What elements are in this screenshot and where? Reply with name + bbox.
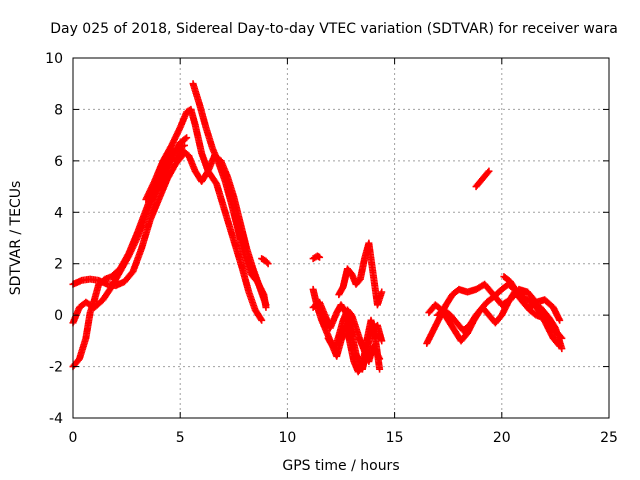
series-arc-6 [172, 147, 270, 309]
y-tick-label: 4 [54, 205, 63, 221]
data-point [557, 333, 565, 341]
x-tick-label: 0 [69, 430, 78, 446]
axis-ticks: 0 5 10 15 20 25 -4 -2 0 2 4 6 8 10 [45, 51, 618, 446]
data-point [258, 316, 266, 324]
data-point [257, 315, 265, 323]
y-tick-label: 2 [54, 257, 63, 273]
data-point [264, 260, 272, 268]
y-tick-label: 8 [54, 102, 63, 118]
data-point [180, 141, 188, 149]
series-arc-3 [69, 141, 188, 371]
data-point [181, 135, 189, 143]
x-tick-label: 25 [600, 430, 618, 446]
data-point [316, 253, 324, 261]
data-point [376, 365, 384, 373]
data-point [378, 288, 386, 296]
series-arc-13 [472, 167, 493, 191]
x-tick-label: 15 [386, 430, 404, 446]
x-tick-label: 10 [278, 430, 296, 446]
y-axis-label: SDTVAR / TECUs [8, 181, 24, 296]
series-arc-8 [309, 252, 324, 263]
data-point [378, 337, 386, 345]
series-arc-12 [324, 316, 384, 376]
series-arc-7 [258, 255, 272, 268]
y-tick-label: 6 [54, 154, 63, 170]
series-arc-1 [69, 152, 186, 290]
data-point [263, 258, 271, 266]
x-tick-label: 5 [176, 430, 185, 446]
y-tick-label: 10 [45, 51, 63, 67]
grid-lines [73, 58, 609, 418]
data-point [558, 334, 566, 342]
x-axis-label: GPS time / hours [282, 458, 399, 474]
data-points [69, 80, 566, 376]
x-tick-label: 20 [493, 430, 511, 446]
data-point [485, 167, 493, 175]
data-point [484, 168, 492, 176]
y-tick-label: 0 [54, 308, 63, 324]
data-point [555, 341, 563, 349]
data-point [556, 316, 564, 324]
series-arc-4 [142, 105, 266, 324]
series-arc-2 [69, 134, 191, 327]
y-tick-label: -2 [49, 360, 63, 376]
chart-title: Day 025 of 2018, Sidereal Day-to-day VTE… [50, 21, 618, 37]
data-point [262, 301, 270, 309]
series-arc-17 [500, 273, 566, 342]
data-point [556, 342, 564, 350]
series-arc-11 [335, 239, 386, 309]
data-point [183, 134, 191, 142]
y-tick-label: -4 [49, 411, 63, 427]
plot-frame [72, 57, 610, 419]
